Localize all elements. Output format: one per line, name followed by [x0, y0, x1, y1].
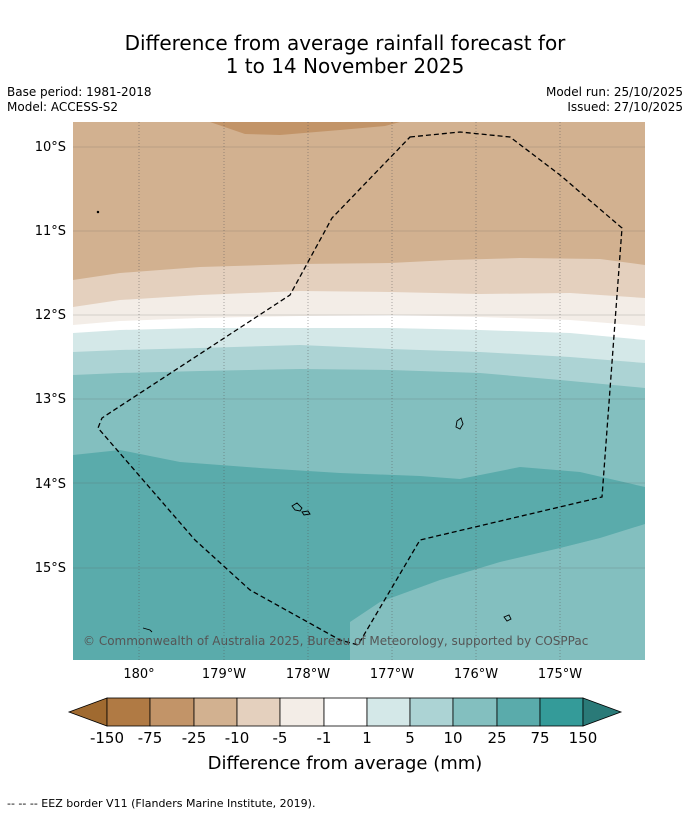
longitude-labels: 180° 179°W 178°W 177°W 176°W 175°W: [123, 667, 582, 682]
colorbar-segment: [366, 697, 411, 727]
map-title: Difference from average rainfall forecas…: [0, 32, 690, 78]
eez-footnote: -- -- -- EEZ border V11 (Flanders Marine…: [7, 797, 316, 810]
eez-border: [97, 131, 623, 646]
colorbar-segment: [279, 697, 325, 727]
lat-label-11s: 11°S: [35, 224, 66, 239]
lat-label-10s: 10°S: [35, 140, 66, 155]
lat-label-13s: 13°S: [35, 392, 66, 407]
colorbar-segment: [149, 697, 195, 727]
meta-right: Model run: 25/10/2025 Issued: 27/10/2025: [546, 85, 683, 115]
colorbar-tick: -75: [138, 729, 163, 747]
lon-label-177w: 177°W: [370, 667, 414, 682]
colorbar-tick: 5: [405, 729, 415, 747]
colorbar-arrow-right: [582, 697, 623, 727]
colorbar-segment: [106, 697, 151, 727]
island-rotuma: [455, 417, 464, 430]
colorbar: [67, 697, 623, 727]
colorbar-segment: [193, 697, 238, 727]
colorbar-segment: [409, 697, 454, 727]
lon-label-178w: 178°W: [286, 667, 330, 682]
colorbar-tick: -150: [90, 729, 124, 747]
band-neg25-neg10: [73, 122, 645, 280]
colorbar-segment: [452, 697, 498, 727]
model-run: Model run: 25/10/2025: [545, 85, 683, 99]
lon-label-180: 180°: [123, 667, 154, 682]
colorbar-tick: 25: [487, 729, 506, 747]
forecast-map: 10°S 11°S 12°S 13°S 14°S 15°S 180° 179°W…: [35, 122, 645, 747]
gridlines: [73, 122, 645, 660]
island-west: [142, 627, 153, 633]
lon-label-176w: 176°W: [454, 667, 498, 682]
colorbar-arrow-left: [67, 697, 108, 727]
lon-label-175w: 175°W: [538, 667, 582, 682]
colorbar-tick: -1: [317, 729, 332, 747]
colorbar-tick: 75: [530, 729, 549, 747]
colorbar-segment: [323, 697, 368, 727]
meta-left: Base period: 1981-2018 Model: ACCESS-S2: [7, 85, 152, 115]
title-line-2: 1 to 14 November 2025: [225, 54, 465, 78]
copyright-notice: © Commonwealth of Australia 2025, Bureau…: [83, 634, 588, 648]
issued-date: Issued: 27/10/2025: [567, 100, 683, 114]
model-name: Model: ACCESS-S2: [7, 100, 119, 114]
latitude-labels: 10°S 11°S 12°S 13°S 14°S 15°S: [35, 140, 66, 576]
colorbar-tick: -5: [273, 729, 288, 747]
colorbar-tick: 10: [443, 729, 462, 747]
colorbar-label: Difference from average (mm): [207, 753, 483, 774]
colorbar-tick: -25: [182, 729, 207, 747]
band-25-75: [73, 450, 645, 660]
lat-label-12s: 12°S: [35, 308, 66, 323]
islet-northwest: [96, 210, 100, 214]
colorbar-segment: [236, 697, 281, 727]
band-neg75-neg25: [210, 122, 400, 135]
island-east: [503, 614, 512, 622]
lat-label-14s: 14°S: [35, 477, 66, 492]
colorbar-tick: 150: [569, 729, 598, 747]
lon-label-179w: 179°W: [202, 667, 246, 682]
colorbar-tick: -10: [225, 729, 250, 747]
islands: [96, 210, 512, 633]
lat-label-15s: 15°S: [35, 561, 66, 576]
base-period: Base period: 1981-2018: [7, 85, 152, 99]
rainfall-anomaly-bands: [73, 122, 645, 660]
island-group: [291, 502, 311, 516]
colorbar-ticks: -150 -75 -25 -10 -5 -1 1 5 10 25 75 150: [90, 729, 597, 747]
title-line-1: Difference from average rainfall forecas…: [124, 31, 566, 55]
colorbar-tick: 1: [362, 729, 372, 747]
colorbar-segment: [496, 697, 541, 727]
colorbar-segment: [539, 697, 584, 727]
